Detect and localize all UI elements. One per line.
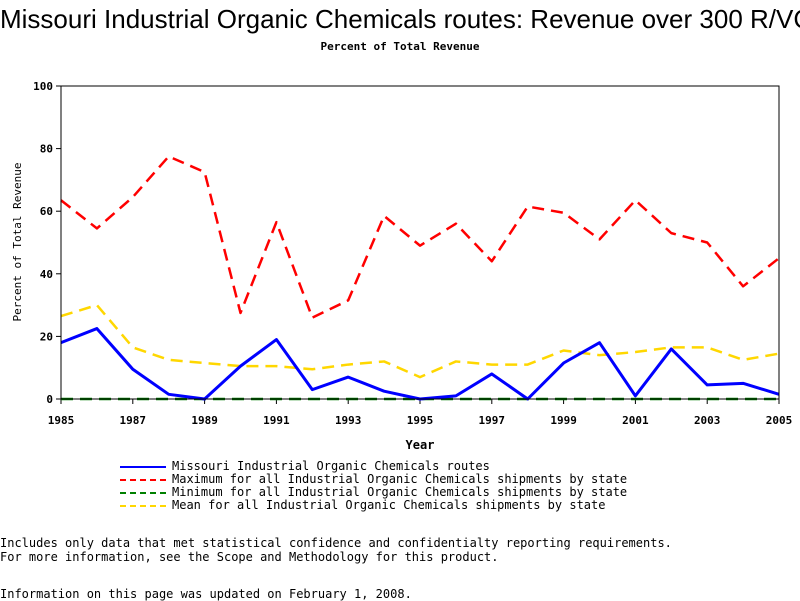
legend-label: Mean for all Industrial Organic Chemical… — [172, 498, 606, 512]
x-tick-label: 2003 — [694, 414, 721, 427]
y-tick-label: 20 — [40, 330, 53, 343]
legend-label: Maximum for all Industrial Organic Chemi… — [172, 472, 628, 486]
y-tick-label: 100 — [33, 80, 53, 93]
series-line-2 — [60, 155, 780, 319]
legend-swatch — [120, 479, 166, 481]
x-tick-label: 1991 — [263, 414, 290, 427]
notes: Includes only data that met statistical … — [0, 536, 672, 564]
plot-frame — [60, 85, 780, 400]
legend-swatch — [120, 466, 166, 468]
x-tick-label: 1989 — [191, 414, 218, 427]
x-tick-label: 1985 — [48, 414, 75, 427]
x-axis: 1985 1987 1989 1991 1993 1995 1997 1999 2001 2003… — [48, 399, 793, 427]
updated-note: Information on this page was updated on … — [0, 587, 412, 601]
chart-title: Missouri Industrial Organic Chemicals ro… — [0, 4, 800, 34]
y-tick-label: 40 — [40, 268, 53, 281]
y-tick-label: 0 — [46, 393, 53, 406]
x-tick-label: 1995 — [407, 414, 434, 427]
line-chart: 0 20 40 60 80 100 1985 1987 1989 1991 1993 1995 199… — [11, 80, 793, 452]
note-line: Includes only data that met statistical … — [0, 536, 672, 550]
y-axis: 0 20 40 60 80 100 — [33, 80, 61, 406]
y-tick-label: 60 — [40, 205, 53, 218]
y-axis-label: Percent of Total Revenue — [11, 163, 24, 322]
legend-label: Missouri Industrial Organic Chemicals ro… — [172, 459, 490, 473]
y-tick-label: 80 — [40, 143, 53, 156]
x-tick-label: 1987 — [120, 414, 147, 427]
note-line: For more information, see the Scope and … — [0, 550, 499, 564]
x-axis-label: Year — [406, 438, 435, 452]
x-tick-label: 2001 — [622, 414, 649, 427]
x-tick-label: 2005 — [766, 414, 793, 427]
x-tick-label: 1999 — [550, 414, 577, 427]
x-tick-label: 1993 — [335, 414, 362, 427]
legend-swatch — [120, 492, 166, 494]
chart-subtitle: Percent of Total Revenue — [320, 40, 480, 53]
series-lines — [60, 155, 780, 401]
x-tick-label: 1997 — [479, 414, 506, 427]
series-line-1 — [60, 327, 780, 401]
legend-label: Minimum for all Industrial Organic Chemi… — [172, 485, 628, 499]
series-line-4 — [60, 303, 780, 379]
legend-swatch — [120, 505, 166, 507]
